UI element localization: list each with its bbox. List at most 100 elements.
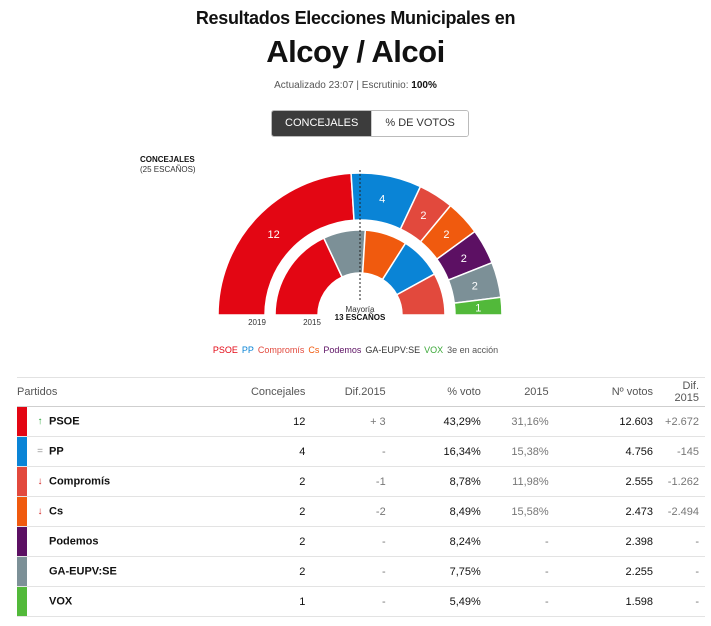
col-header-party: Partidos bbox=[17, 377, 189, 407]
page-title: Resultados Elecciones Municipales en bbox=[195, 8, 516, 28]
pct-cell: 5,49% bbox=[391, 586, 487, 617]
legend-item: PSOE bbox=[212, 345, 238, 355]
votes-dif-cell: -145 bbox=[659, 436, 705, 467]
party-color-swatch bbox=[17, 587, 27, 616]
party-color-swatch bbox=[17, 467, 27, 496]
view-tabs: CONCEJALES % DE VOTOS bbox=[271, 110, 469, 137]
party-name: VOX bbox=[49, 595, 73, 608]
legend-item: PP bbox=[241, 345, 254, 355]
outer-seat-label: 2 bbox=[420, 210, 426, 222]
outer-seat-label: 1 bbox=[475, 303, 481, 315]
results-table: Partidos Concejales Dif.2015 % voto 2015… bbox=[17, 377, 705, 617]
table-row: ↑ PSOE 12 + 3 43,29% 31,16% 12.603 +2.672 bbox=[17, 406, 705, 437]
votes-cell: 2.473 bbox=[554, 496, 660, 527]
scrutiny-value: 100% bbox=[411, 80, 437, 91]
pct-cell: 8,78% bbox=[391, 466, 487, 497]
seats-dif-cell: -1 bbox=[311, 466, 392, 497]
party-color-swatch bbox=[17, 527, 27, 556]
party-name: Podemos bbox=[49, 535, 99, 548]
votes-dif-cell: +2.672 bbox=[659, 406, 705, 437]
outer-seat-label: 2 bbox=[461, 253, 467, 265]
outer-segment-vox bbox=[453, 296, 503, 316]
table-row: ↓ Compromís 2 -1 8,78% 11,98% 2.555 -1.262 bbox=[17, 466, 705, 497]
votes-dif-cell: - bbox=[659, 556, 705, 587]
votes-cell: 2.255 bbox=[554, 556, 660, 587]
update-label: Actualizado 23:07 | Escrutinio: bbox=[274, 80, 409, 91]
party-color-swatch bbox=[17, 437, 27, 466]
party-color-swatch bbox=[17, 497, 27, 526]
legend-item: GA-EUPV:SE bbox=[365, 345, 421, 355]
seats-dif-cell: - bbox=[311, 556, 392, 587]
pct2015-cell: - bbox=[486, 526, 555, 557]
table-header-row: Partidos Concejales Dif.2015 % voto 2015… bbox=[17, 377, 705, 407]
pct-cell: 43,29% bbox=[391, 406, 487, 437]
table-row: = PP 4-16,34% 15,38% 4.756 -145 bbox=[17, 436, 705, 467]
outer-seat-label: 4 bbox=[379, 194, 385, 206]
col-header-seats: Concejales bbox=[188, 377, 312, 407]
seats-cell: 2 bbox=[188, 526, 312, 557]
party-cell: = PP bbox=[17, 436, 189, 467]
majority-label-bg bbox=[332, 302, 388, 322]
outer-year-label: 2019 bbox=[248, 318, 266, 327]
pct-cell: 8,24% bbox=[391, 526, 487, 557]
legend-item: VOX bbox=[424, 345, 444, 355]
votes-dif-cell: - bbox=[659, 526, 705, 557]
table-row: Podemos 2-8,24% -2.398- bbox=[17, 526, 705, 557]
trend-icon: ↓ bbox=[37, 506, 43, 518]
seats-cell: 2 bbox=[188, 496, 312, 527]
party-cell: ↓ Compromís bbox=[17, 466, 189, 497]
trend-icon: = bbox=[37, 446, 43, 458]
inner-segment-comprom-s bbox=[395, 273, 446, 316]
table-row: VOX 1-5,49% -1.598- bbox=[17, 586, 705, 617]
col-header-dif: Dif.2015 bbox=[311, 377, 392, 407]
votes-dif-cell: - bbox=[659, 586, 705, 617]
legend-item: Compromís bbox=[257, 345, 305, 355]
party-name: Cs bbox=[49, 505, 64, 518]
pct2015-cell: 31,16% bbox=[486, 406, 555, 437]
pct-cell: 8,49% bbox=[391, 496, 487, 527]
chart-caption: CONCEJALES (25 ESCAÑOS) bbox=[140, 155, 196, 175]
party-cell: ↑ PSOE bbox=[17, 406, 189, 437]
party-cell: Podemos bbox=[17, 526, 189, 557]
seats-cell: 4 bbox=[188, 436, 312, 467]
legend-item: Cs bbox=[308, 345, 320, 355]
tab-percent-votes[interactable]: % DE VOTOS bbox=[371, 111, 468, 136]
trend-icon: ↑ bbox=[37, 416, 43, 428]
party-cell: GA-EUPV:SE bbox=[17, 556, 189, 587]
outer-seat-label: 12 bbox=[267, 229, 279, 241]
city-title: Alcoy / Alcoi bbox=[266, 34, 445, 69]
table-row: ↓ Cs 2 -2 8,49% 15,58% 2.473 -2.494 bbox=[17, 496, 705, 527]
majority-seats: 13 ESCAÑOS bbox=[335, 313, 386, 322]
pct-cell: 7,75% bbox=[391, 556, 487, 587]
col-header-pct: % voto bbox=[391, 377, 487, 407]
majority-label: Mayoría bbox=[346, 305, 375, 314]
outer-seat-label: 2 bbox=[443, 229, 449, 241]
seats-dif-cell: - bbox=[311, 436, 392, 467]
votes-cell: 1.598 bbox=[554, 586, 660, 617]
seats-cell: 2 bbox=[188, 466, 312, 497]
votes-dif-cell: -2.494 bbox=[659, 496, 705, 527]
col-header-votes-dif: Dif. 2015 bbox=[659, 377, 705, 407]
votes-cell: 2.555 bbox=[554, 466, 660, 497]
seats-dif-cell: - bbox=[311, 586, 392, 617]
votes-cell: 4.756 bbox=[554, 436, 660, 467]
inner-year-label: 2015 bbox=[303, 318, 321, 327]
tab-concejales[interactable]: CONCEJALES bbox=[272, 111, 372, 136]
seats-dif-cell: + 3 bbox=[311, 406, 392, 437]
party-name: Compromís bbox=[49, 475, 111, 488]
outer-seat-label: 2 bbox=[472, 281, 478, 293]
party-name: GA-EUPV:SE bbox=[49, 565, 117, 578]
pct-cell: 16,34% bbox=[391, 436, 487, 467]
legend-item: Podemos bbox=[323, 345, 362, 355]
party-color-swatch bbox=[17, 557, 27, 586]
votes-dif-cell: -1.262 bbox=[659, 466, 705, 497]
seats-cell: 2 bbox=[188, 556, 312, 587]
party-cell: ↓ Cs bbox=[17, 496, 189, 527]
pct2015-cell: - bbox=[486, 586, 555, 617]
legend-item: 3e en acción bbox=[447, 345, 499, 355]
seats-cell: 1 bbox=[188, 586, 312, 617]
party-name: PSOE bbox=[49, 415, 80, 428]
update-status: Actualizado 23:07 | Escrutinio: 100% bbox=[0, 80, 711, 91]
pct2015-cell: 15,58% bbox=[486, 496, 555, 527]
caption-title: CONCEJALES bbox=[140, 155, 195, 164]
